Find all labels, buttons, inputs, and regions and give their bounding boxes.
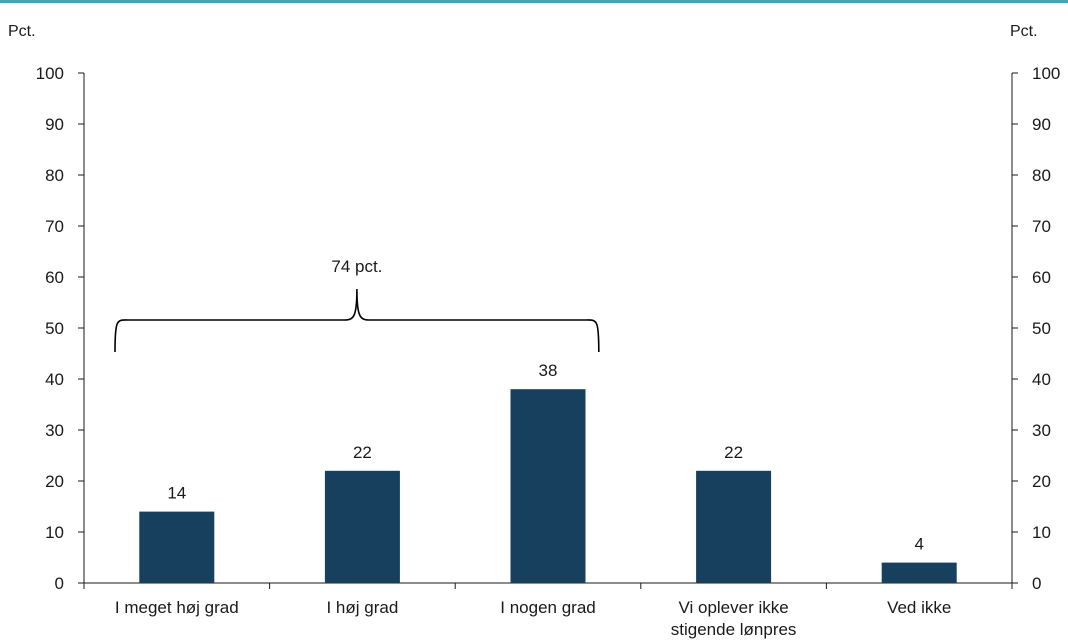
category-label: I høj grad <box>326 598 398 617</box>
left-tick-label: 60 <box>45 268 64 287</box>
data-label: 14 <box>167 484 186 503</box>
category-label: I meget høj grad <box>115 598 239 617</box>
right-tick-label: 40 <box>1032 370 1051 389</box>
right-tick-label: 70 <box>1032 217 1051 236</box>
left-tick-label: 100 <box>36 64 64 83</box>
category-label: Vi oplever ikke stigende lønpres <box>671 598 797 639</box>
left-tick-label: 70 <box>45 217 64 236</box>
left-tick-label: 10 <box>45 523 64 542</box>
left-tick-label: 50 <box>45 319 64 338</box>
right-tick-label: 50 <box>1032 319 1051 338</box>
category-label: I nogen grad <box>500 598 595 617</box>
right-tick-label: 100 <box>1032 64 1060 83</box>
right-tick-label: 20 <box>1032 472 1051 491</box>
bar <box>139 511 215 583</box>
category-label: Ved ikke <box>887 598 951 617</box>
right-unit-label: Pct. <box>1010 23 1038 40</box>
left-tick-label: 0 <box>55 574 64 593</box>
data-label: 4 <box>914 535 923 554</box>
x-axis: I meget høj grad I høj grad I nogen grad Vi… <box>83 582 1013 639</box>
left-tick-label: 30 <box>45 421 64 440</box>
bracket-annotation: 74 pct. <box>114 257 600 353</box>
left-unit-label: Pct. <box>8 23 36 40</box>
bar-series: 14 22 38 22 4 <box>139 361 957 583</box>
right-tick-label: 0 <box>1032 574 1041 593</box>
data-label: 38 <box>539 361 558 380</box>
data-label: 22 <box>724 443 743 462</box>
bar <box>510 389 586 583</box>
data-label: 22 <box>353 443 372 462</box>
left-tick-label: 40 <box>45 370 64 389</box>
right-tick-label: 30 <box>1032 421 1051 440</box>
right-y-axis: 0 10 20 30 40 50 60 70 80 90 100 <box>1011 64 1060 593</box>
right-tick-label: 90 <box>1032 115 1051 134</box>
curly-bracket <box>114 288 600 353</box>
right-tick-label: 80 <box>1032 166 1051 185</box>
right-tick-label: 60 <box>1032 268 1051 287</box>
left-tick-label: 80 <box>45 166 64 185</box>
bar <box>696 470 772 583</box>
top-rule <box>0 0 1068 3</box>
right-tick-label: 10 <box>1032 523 1051 542</box>
left-tick-label: 90 <box>45 115 64 134</box>
left-y-axis: 0 10 20 30 40 50 60 70 80 90 100 <box>36 64 85 593</box>
bar <box>881 562 957 583</box>
bracket-label: 74 pct. <box>331 257 382 276</box>
bar <box>324 470 400 583</box>
left-tick-label: 20 <box>45 472 64 491</box>
